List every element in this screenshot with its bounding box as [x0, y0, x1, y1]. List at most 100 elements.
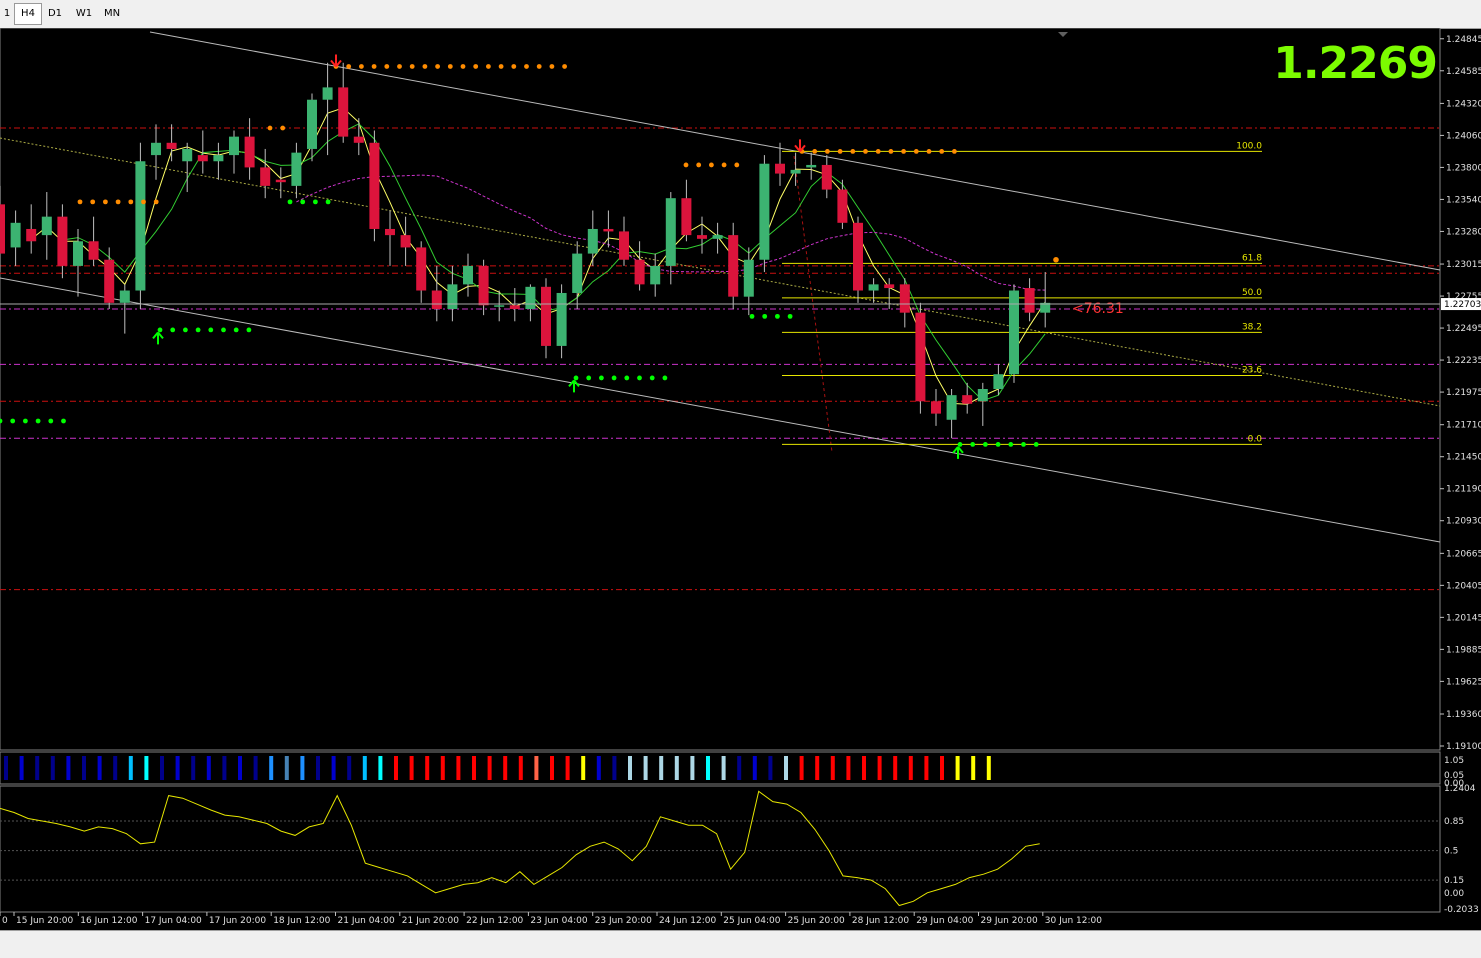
candle-body-43: [665, 198, 676, 266]
color-bar-16: [253, 756, 258, 780]
color-bar-47: [737, 756, 742, 780]
candle-body-21: [322, 87, 333, 100]
resistance-dot-right-6: [875, 149, 881, 154]
candle-body-28: [431, 290, 442, 309]
color-bar-5: [82, 756, 86, 780]
support-dot-high-1: [300, 199, 306, 205]
color-bar-33: [518, 756, 523, 780]
support-dot-mid-4: [624, 375, 630, 381]
candle-body-46: [712, 235, 723, 239]
candle-body-5: [73, 241, 83, 266]
color-bar-35: [550, 756, 554, 780]
y-tick-label-1: 1.24585: [1446, 67, 1481, 77]
timeframe-toolbar: 1 H4 D1 W1 MN: [0, 0, 1481, 29]
color-bar-1: [19, 756, 24, 780]
oscillator-y-label-0: 1.2404: [1444, 784, 1476, 794]
price-pane: 100.0 61.8 50.0 38.2 23.6 0.0 <76.31 1.24845 1.2…: [0, 28, 1481, 752]
oscillator-y-label-4: 0.00: [1444, 889, 1464, 899]
support-dot-high-2: [313, 199, 318, 205]
tf-button-d1[interactable]: D1: [47, 8, 63, 19]
candle-body-65: [1009, 290, 1019, 375]
oscillator-y-label-5: -0.2033: [1444, 905, 1479, 915]
color-bar-6: [97, 756, 102, 780]
oscillator-y-label-3: 0.15: [1444, 876, 1464, 886]
candle-body-23: [353, 136, 364, 143]
color-bar-57: [893, 756, 898, 780]
color-bar-11: [175, 756, 180, 780]
y-tick-label-0: 1.24845: [1446, 35, 1481, 45]
oscillator-line: [0, 790, 1040, 907]
status-bar: [0, 930, 1481, 958]
resistance-dot-left-4: [128, 199, 134, 205]
support-dot-mid-0: [573, 375, 579, 381]
color-bar-17: [269, 756, 274, 780]
color-bar-26: [409, 756, 414, 780]
candle-body-54: [837, 189, 848, 223]
resistance-dot-right-7: [888, 149, 894, 154]
candle-body-10: [151, 142, 161, 156]
color-bar-10: [160, 756, 164, 780]
candle-body-37: [572, 253, 583, 293]
x-tick-label-9: 23 Jun 04:00: [530, 916, 587, 926]
tf-button-mn[interactable]: MN: [103, 8, 121, 19]
y-tick-label-20: 1.19625: [1446, 677, 1481, 687]
x-tick-label-14: 28 Jun 12:00: [852, 916, 909, 926]
candle-body-59: [915, 312, 926, 402]
resistance-dot-top-2: [359, 64, 364, 69]
color-bar-42: [659, 756, 664, 780]
tf-button-m1[interactable]: 1: [3, 8, 11, 19]
candle-body-15: [229, 136, 239, 156]
candle-body-30: [463, 265, 473, 285]
support-dot-left-2: [183, 327, 188, 333]
candle-body-47: [728, 235, 739, 297]
support-dot-mid-6: [649, 375, 655, 381]
fib-level-label-5: 0.0: [1248, 434, 1263, 444]
candle-body-55: [853, 222, 863, 291]
x-tick-label-15: 29 Jun 04:00: [916, 916, 973, 926]
resistance-dot-top-16: [536, 64, 542, 69]
tf-button-w1[interactable]: W1: [75, 8, 93, 19]
x-tick-label-4: 17 Jun 20:00: [209, 916, 266, 926]
resistance-dot-left-3: [115, 199, 121, 205]
color-bar-32: [503, 756, 508, 780]
resistance-dot-right-4: [850, 149, 856, 154]
resistance-dot-small-1: [280, 125, 286, 131]
support-dot-right-3: [787, 313, 793, 319]
ma-fast-line: [30, 107, 1046, 405]
color-bar-62: [971, 756, 976, 780]
support-dot-right-0: [749, 313, 755, 319]
x-tick-label-11: 24 Jun 12:00: [659, 916, 716, 926]
fib-level-label-2: 50.0: [1242, 288, 1262, 298]
support-dot-far-left-5: [61, 418, 66, 424]
candle-body-14: [213, 155, 224, 162]
buy-arrow-3: [952, 446, 964, 459]
support-dot-right-2: [775, 313, 780, 319]
fib-level-label-4: 23.6: [1242, 365, 1262, 375]
candle-body-33: [509, 305, 520, 309]
candle-body-16: [244, 136, 255, 168]
chart-area[interactable]: 100.0 61.8 50.0 38.2 23.6 0.0 <76.31 1.24845 1.2…: [0, 28, 1481, 930]
support-dot-high-3: [325, 199, 331, 205]
color-bar-3: [50, 756, 55, 780]
candle-body-45: [697, 235, 707, 239]
buy-arrow-2: [568, 379, 580, 393]
y-tick-label-6: 1.23280: [1446, 227, 1481, 237]
candle-body-39: [603, 228, 614, 232]
color-bar-27: [425, 756, 430, 780]
tf-button-h4[interactable]: H4: [14, 3, 42, 25]
candle-body-9: [135, 161, 146, 291]
candle-body-3: [41, 216, 52, 236]
color-bar-51: [799, 756, 804, 780]
candle-body-0: [0, 204, 5, 254]
resistance-dot-top-12: [486, 64, 491, 69]
color-bar-46: [721, 756, 726, 780]
color-bar-55: [862, 756, 866, 780]
y-tick-label-15: 1.20930: [1446, 517, 1481, 527]
oscillator-y-label-2: 0.5: [1444, 847, 1458, 857]
candle-body-2: [26, 228, 37, 242]
color-bar-40: [628, 756, 632, 780]
oscillator-pane: 1.2404 0.85 0.5 0.15 0.00 -0.2033: [0, 784, 1479, 915]
candle-body-44: [681, 198, 692, 236]
y-tick-label-22: 1.19100: [1446, 742, 1481, 752]
candle-body-62: [962, 395, 973, 404]
